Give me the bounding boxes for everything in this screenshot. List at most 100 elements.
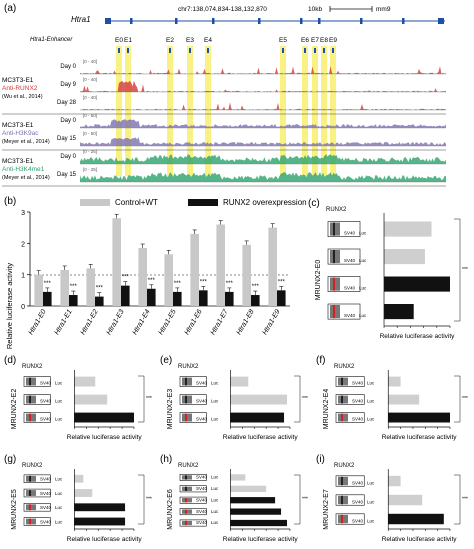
bar-runx2	[147, 288, 156, 306]
significance-bracket	[454, 474, 461, 525]
signal-track	[80, 137, 446, 146]
luc-label: Luc	[367, 399, 375, 404]
track-range: [0 - 40]	[83, 95, 97, 100]
panel-label: (h)	[160, 454, 172, 465]
sv40-label: SV40	[40, 399, 52, 404]
sv40-label: SV40	[40, 417, 52, 422]
runx2-site	[185, 498, 187, 503]
legend-swatch-control	[80, 199, 110, 206]
y-tick-label: 1	[21, 273, 25, 280]
enhancer-labels: E0 E1 E2 E3 E4 E5 E6 E7 E8 E9	[115, 37, 337, 53]
significance-mark: ***	[278, 279, 286, 285]
luc-label: Luc	[55, 505, 63, 510]
runx2-site	[185, 520, 187, 526]
legend-label-control: Control+WT	[115, 198, 158, 207]
enhancer-label-e6: E6	[301, 37, 309, 44]
bar-control	[216, 224, 225, 306]
enhancer-mark-e6	[304, 48, 306, 53]
highlight-e0	[116, 46, 122, 176]
significance-mark: ***	[44, 281, 52, 287]
panel-b-chart: 0 1 2 3 *** Htra1-E0 *** Htra1-E1 *** Htra1-E2 ***…	[21, 210, 286, 337]
significance-bracket	[454, 375, 461, 423]
bar-control	[60, 269, 69, 306]
runx2-site	[185, 509, 187, 514]
activity-bar	[230, 485, 267, 492]
category-label: Htra1-E7	[210, 308, 231, 337]
runx2-site	[185, 475, 187, 480]
bar-control	[164, 254, 173, 306]
runx2-site	[29, 504, 31, 511]
activity-bar	[230, 519, 288, 527]
construct-box	[335, 376, 365, 387]
panel-label: (e)	[160, 355, 172, 366]
significance-bracket	[294, 375, 301, 423]
construct-box	[179, 376, 207, 387]
legend-swatch-runx2	[188, 199, 218, 206]
bar-control	[86, 268, 95, 306]
y-tick-label: 0	[21, 304, 25, 311]
sv40-label: SV40	[344, 286, 356, 291]
construct-box	[23, 394, 51, 405]
category-label: Htra1-E6	[184, 308, 204, 336]
significance-bracket	[294, 474, 301, 525]
runx2-site	[185, 486, 187, 491]
group-antibody: Anti-RUNX2	[2, 85, 38, 92]
sv40-label: SV40	[352, 381, 364, 386]
highlight-e2	[167, 46, 173, 176]
sv40-label: SV40	[344, 258, 356, 263]
activity-bar	[74, 517, 126, 526]
sv40-label: SV40	[196, 497, 208, 502]
runx2-site	[341, 514, 343, 524]
construct-box	[179, 485, 207, 493]
panel-a: (a) chr7:138,074,834-138,132,870 10kb mm…	[2, 3, 446, 187]
track-range: [0 - 25]	[83, 149, 97, 154]
legend-label-runx2: RUNX2 overexpression	[223, 198, 307, 207]
gene-exon	[300, 18, 303, 24]
activity-bar	[388, 376, 401, 387]
bar-runx2	[173, 291, 182, 306]
construct-axis-label: MRUNX2-E6	[167, 489, 174, 530]
luc-label: Luc	[55, 519, 63, 524]
luc-label: Luc	[55, 381, 63, 386]
significance-mark: ***	[302, 396, 308, 402]
bar-runx2	[95, 296, 104, 306]
gene-exon	[318, 18, 321, 24]
significance-mark: ***	[462, 396, 468, 402]
luc-label: Luc	[359, 258, 367, 263]
significance-mark: ***	[200, 279, 208, 285]
significance-mark: ***	[122, 275, 130, 281]
sv40-label: SV40	[196, 486, 208, 491]
runx2-site	[341, 495, 343, 505]
construct-axis-label: MRUNX2-E2	[11, 389, 18, 430]
construct-box	[179, 496, 207, 504]
highlight-e1	[125, 46, 131, 176]
significance-mark: ***	[146, 396, 152, 402]
bar-runx2	[251, 295, 260, 306]
luc-label: Luc	[55, 491, 63, 496]
runx2-label: RUNX2	[334, 463, 355, 469]
runx2-site	[185, 395, 187, 404]
category-label: Htra1-E2	[80, 308, 100, 336]
construct-box	[179, 394, 207, 405]
construct-box	[335, 513, 365, 525]
highlight-e3	[187, 46, 193, 176]
group-citation: (Wu et al., 2014)	[2, 94, 43, 100]
category-label: Htra1-E9	[262, 308, 282, 336]
group-citation: (Meyer et al., 2014)	[2, 175, 50, 181]
luc-label: Luc	[367, 417, 375, 422]
runx2-site	[341, 476, 343, 486]
gene-exon-first	[105, 18, 111, 24]
category-label: Htra1-E3	[106, 308, 126, 336]
runx2-site	[29, 395, 31, 404]
bar-control	[242, 244, 251, 306]
significance-bracket	[138, 375, 145, 423]
enhancer-label-e2: E2	[166, 37, 174, 44]
gene-exons	[130, 18, 405, 24]
x-axis-label: Relative luciferase activity	[380, 333, 456, 340]
signal-track	[80, 154, 446, 164]
activity-bar	[74, 412, 134, 423]
signal-track	[80, 172, 446, 182]
